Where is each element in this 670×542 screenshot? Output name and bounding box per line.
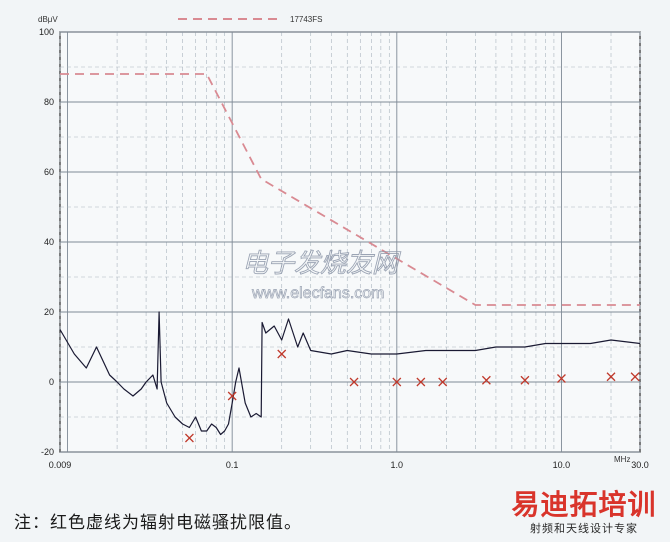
- limit-marker-stroke: [349, 377, 359, 387]
- limit-marker: [606, 372, 616, 382]
- brand-block: 易迪拓培训 射频和天线设计专家: [504, 490, 664, 536]
- footnote: 注：红色虚线为辐射电磁骚扰限值。: [14, 513, 302, 533]
- limit-marker: [184, 433, 194, 443]
- y-unit-label: dBμV: [38, 15, 58, 24]
- limit-marker-stroke: [416, 377, 426, 387]
- limit-marker-stroke: [227, 391, 237, 401]
- limit-marker: [392, 377, 402, 387]
- limit-marker: [556, 374, 566, 383]
- x-tick-label: 30.0: [631, 460, 649, 470]
- watermark-chinese: 电子发烧友网: [242, 249, 401, 279]
- limit-marker-stroke: [556, 374, 566, 383]
- limit-marker-stroke: [630, 372, 640, 382]
- legend: 17743FS: [178, 15, 322, 24]
- limit-marker-stroke: [392, 377, 402, 387]
- y-tick-label: 80: [44, 97, 54, 107]
- limit-marker-stroke: [606, 372, 616, 382]
- x-unit-label: MHz: [614, 455, 630, 464]
- y-tick-label: 40: [44, 237, 54, 247]
- y-tick-label: -20: [41, 447, 54, 457]
- grid: [59, 31, 641, 453]
- limit-marker: [227, 391, 237, 401]
- x-tick-label: 1.0: [391, 460, 404, 470]
- limit-marker-stroke: [277, 349, 287, 359]
- tick-labels: 100 80 60 40 20 0 -20 0.009 0.1 1.0 10.0 30.0: [39, 27, 649, 470]
- series-line-measured: [59, 311, 641, 436]
- brand-logo: 易迪拓培训: [511, 488, 657, 521]
- brand-tagline: 射频和天线设计专家: [530, 522, 638, 535]
- x-tick-label: 0.1: [226, 460, 239, 470]
- series-layer: [59, 73, 641, 443]
- limit-marker-stroke: [481, 375, 491, 385]
- limit-marker: [630, 372, 640, 382]
- y-tick-label: 20: [44, 307, 54, 317]
- watermark: 电子发烧友网 www.elecfans.com: [242, 249, 402, 303]
- limit-marker: [520, 375, 530, 385]
- legend-entry-17743FS: 17743FS: [290, 15, 322, 24]
- watermark-url: www.elecfans.com: [251, 285, 385, 302]
- limit-marker: [349, 377, 359, 387]
- x-tick-label: 0.009: [49, 460, 72, 470]
- y-tick-label: 0: [49, 377, 54, 387]
- x-tick-label: 10.0: [553, 460, 571, 470]
- limit-marker: [438, 377, 448, 387]
- limit-marker-stroke: [520, 375, 530, 385]
- series-line-limit: [60, 73, 640, 306]
- limit-marker-stroke: [184, 433, 194, 443]
- y-tick-label: 60: [44, 167, 54, 177]
- limit-marker: [481, 375, 491, 385]
- limit-marker-stroke: [438, 377, 448, 387]
- y-tick-label: 100: [39, 27, 54, 37]
- limit-marker: [277, 349, 287, 359]
- limit-marker: [416, 377, 426, 387]
